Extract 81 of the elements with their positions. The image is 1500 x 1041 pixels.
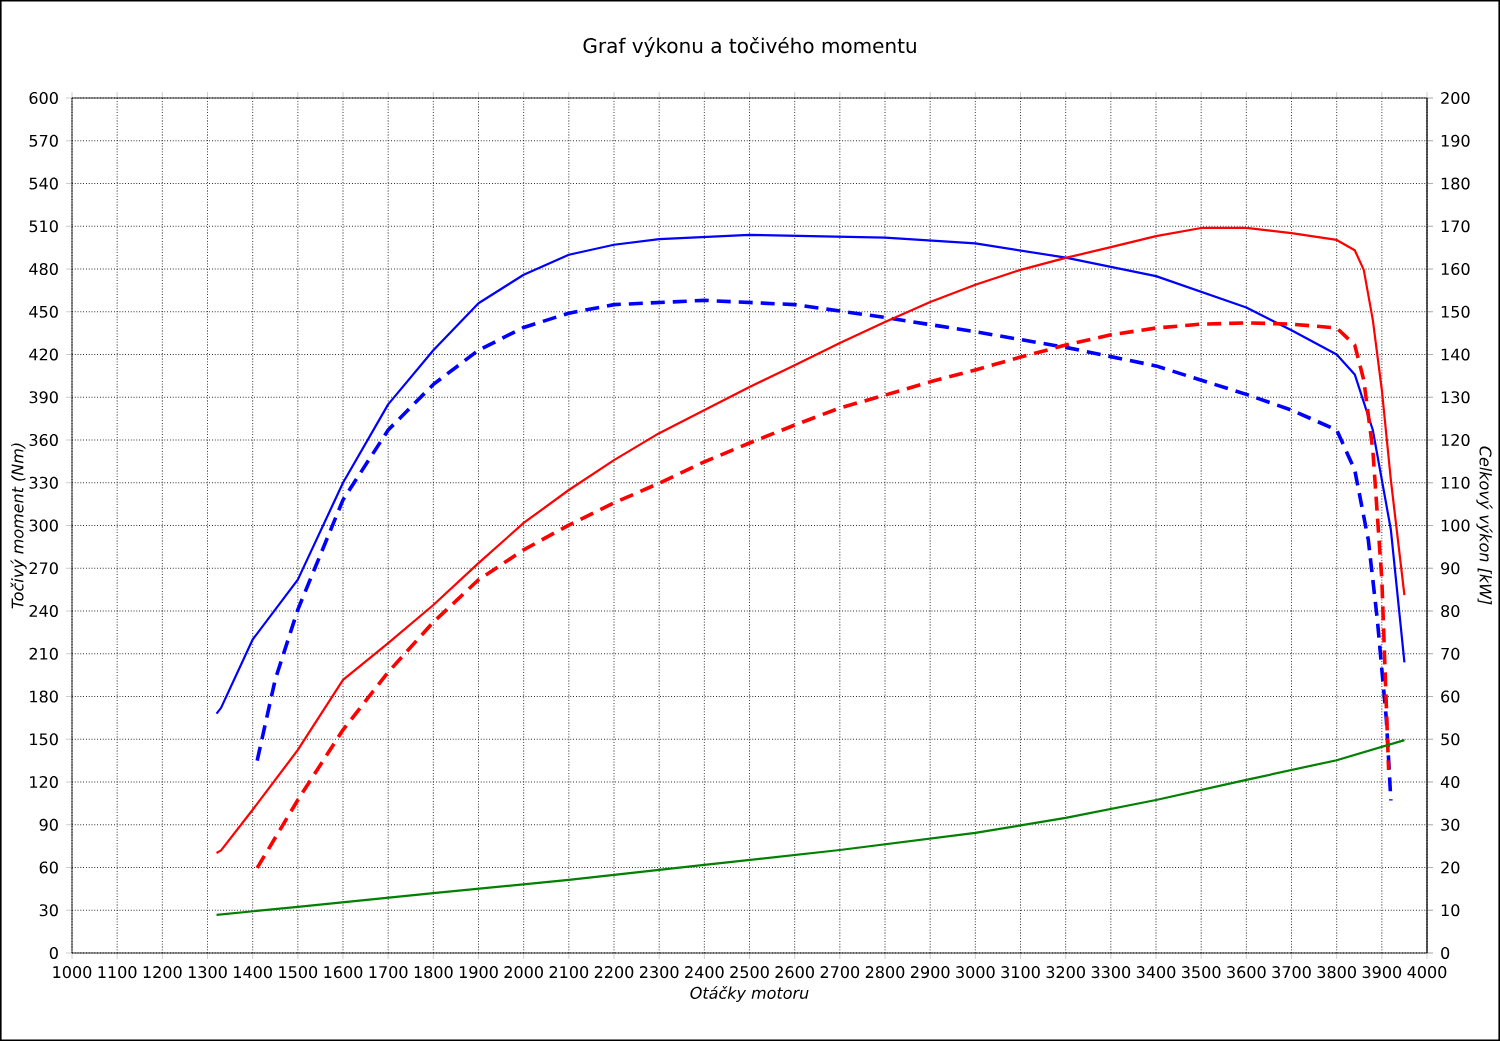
x-tick-label: 2000 bbox=[504, 966, 543, 979]
x-tick-label: 1100 bbox=[98, 966, 137, 979]
x-tick-label: 1300 bbox=[188, 966, 227, 979]
y2-tick-label: 10 bbox=[1441, 904, 1460, 917]
y2-tick-label: 160 bbox=[1441, 262, 1470, 276]
y-tick-label: 570 bbox=[29, 134, 58, 147]
chart-title: Graf výkonu a točivého momentu bbox=[583, 36, 916, 58]
y2-tick-label: 110 bbox=[1441, 476, 1470, 489]
x-tick-label: 2100 bbox=[549, 966, 589, 979]
y-tick-label: 210 bbox=[29, 647, 58, 660]
y2-tick-label: 180 bbox=[1441, 177, 1470, 190]
x-tick-label: 2400 bbox=[685, 966, 724, 979]
y-tick-label: 450 bbox=[29, 305, 58, 318]
x-tick-label: 1000 bbox=[53, 966, 92, 979]
y-tick-label: 420 bbox=[29, 348, 58, 361]
y-tick-label: 60 bbox=[39, 861, 58, 874]
y2-tick-label: 50 bbox=[1441, 733, 1460, 746]
x-tick-label: 3400 bbox=[1136, 966, 1176, 979]
x-tick-label: 4000 bbox=[1407, 966, 1447, 979]
y-tick-label: 300 bbox=[29, 519, 58, 532]
x-tick-label: 1200 bbox=[143, 966, 182, 979]
x-tick-label: 3000 bbox=[956, 966, 995, 979]
y-tick-label: 480 bbox=[29, 262, 58, 276]
y-tick-label: 180 bbox=[30, 690, 58, 703]
x-tick-label: 3700 bbox=[1272, 966, 1311, 979]
x-tick-label: 3200 bbox=[1046, 966, 1085, 979]
y2-tick-label: 70 bbox=[1441, 647, 1460, 660]
y-tick-label: 270 bbox=[29, 562, 58, 575]
x-tick-label: 3500 bbox=[1182, 966, 1221, 979]
line-series bbox=[255, 298, 1393, 803]
x-tick-label: 3600 bbox=[1227, 966, 1266, 979]
x-tick-label: 3900 bbox=[1362, 966, 1402, 979]
x-tick-label: 1700 bbox=[369, 966, 408, 979]
y2-tick-label: 120 bbox=[1441, 433, 1470, 447]
y2-tick-label: 150 bbox=[1441, 305, 1470, 318]
x-tick-label: 2200 bbox=[594, 966, 634, 979]
y-tick-label: 90 bbox=[39, 818, 58, 831]
x-tick-label: 2500 bbox=[730, 966, 769, 979]
x-tick-label: 3800 bbox=[1317, 966, 1356, 979]
y2-tick-label: 140 bbox=[1441, 348, 1470, 361]
y-tick-label: 510 bbox=[29, 220, 58, 233]
y2-tick-label: 190 bbox=[1441, 134, 1470, 147]
x-tick-label: 2300 bbox=[639, 966, 679, 979]
y-tick-label: 150 bbox=[30, 733, 58, 746]
y2-tick-label: 90 bbox=[1441, 562, 1460, 575]
x-tick-label: 2900 bbox=[910, 966, 950, 979]
line-series bbox=[215, 739, 1406, 917]
y2-tick-label: 80 bbox=[1441, 604, 1460, 618]
x-tick-label: 1600 bbox=[324, 966, 363, 979]
line-series bbox=[215, 233, 1406, 715]
y2-axis-title: Celkový výkon [kW] bbox=[1476, 446, 1493, 605]
y-tick-label: 120 bbox=[30, 775, 58, 789]
y-tick-label: 30 bbox=[39, 904, 58, 917]
line-series bbox=[255, 321, 1391, 870]
y2-tick-label: 40 bbox=[1440, 775, 1460, 789]
x-tick-label: 2600 bbox=[775, 966, 814, 979]
y-tick-label: 240 bbox=[29, 604, 58, 618]
y-tick-label: 330 bbox=[29, 476, 58, 489]
y2-tick-label: 100 bbox=[1441, 519, 1470, 532]
y-tick-label: 540 bbox=[29, 177, 58, 190]
x-tick-label: 2800 bbox=[865, 966, 905, 979]
y2-tick-label: 0 bbox=[1441, 946, 1450, 960]
y2-tick-label: 170 bbox=[1441, 220, 1470, 233]
y2-tick-label: 200 bbox=[1441, 91, 1470, 105]
x-tick-label: 1900 bbox=[459, 966, 498, 979]
y-tick-label: 0 bbox=[49, 946, 58, 960]
y2-tick-label: 30 bbox=[1441, 818, 1460, 831]
y2-tick-label: 130 bbox=[1441, 391, 1470, 404]
x-tick-label: 1500 bbox=[279, 966, 318, 979]
x-tick-label: 2700 bbox=[820, 966, 860, 979]
x-tick-label: 1400 bbox=[234, 966, 272, 979]
x-tick-label: 3100 bbox=[1001, 966, 1040, 979]
y-tick-label: 360 bbox=[29, 433, 58, 447]
x-axis-title: Otáčky motoru bbox=[690, 985, 809, 1003]
y-tick-label: 390 bbox=[29, 391, 58, 404]
y-tick-label: 600 bbox=[29, 91, 58, 105]
x-tick-label: 3300 bbox=[1091, 966, 1131, 979]
x-tick-label: 1800 bbox=[414, 966, 453, 979]
y-axis-title: Točivý moment (Nm) bbox=[10, 443, 27, 609]
y2-tick-label: 60 bbox=[1441, 690, 1460, 703]
y2-tick-label: 20 bbox=[1441, 861, 1460, 874]
